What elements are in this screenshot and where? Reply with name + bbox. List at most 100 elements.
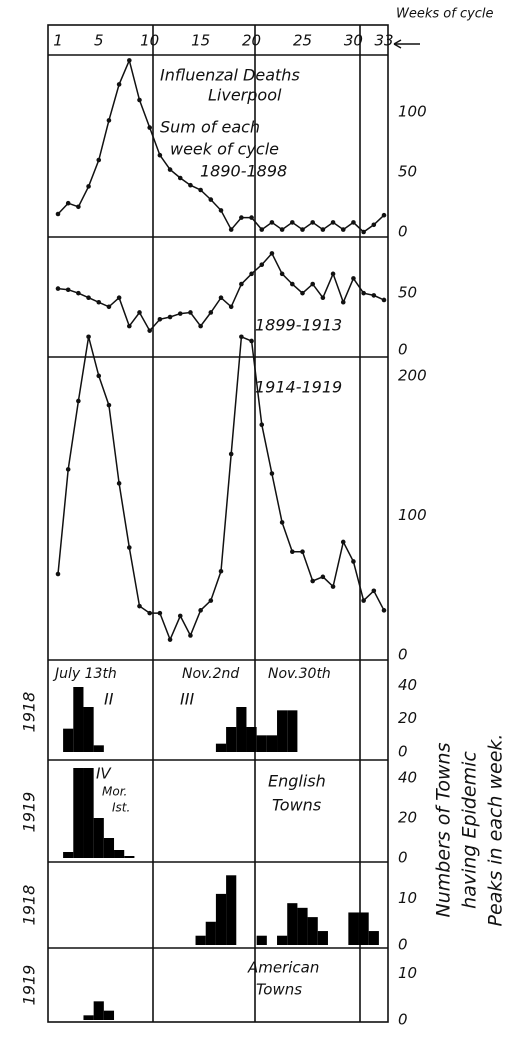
- y-tick-label: 40: [398, 676, 417, 694]
- point: [177, 311, 183, 316]
- annotation: Nov.30th: [268, 666, 331, 682]
- bar: [195, 935, 206, 945]
- y-tick-label: 40: [398, 769, 417, 787]
- point: [239, 334, 244, 340]
- bar: [368, 931, 379, 945]
- point: [259, 422, 265, 428]
- annotation: IV: [96, 765, 112, 783]
- x-tick-label: 10: [140, 32, 159, 50]
- point: [127, 545, 132, 550]
- point: [371, 293, 377, 298]
- y-tick-label: 10: [398, 964, 417, 982]
- point: [259, 227, 265, 232]
- y-tick-label: 100: [398, 506, 427, 524]
- bar: [215, 743, 227, 752]
- point: [76, 290, 81, 296]
- bar: [93, 818, 104, 858]
- point: [381, 297, 387, 303]
- point: [55, 286, 61, 291]
- point: [96, 299, 102, 305]
- outer-frame: [47, 24, 389, 1023]
- bar: [256, 935, 267, 945]
- point: [330, 584, 336, 589]
- point: [340, 539, 346, 545]
- point: [351, 276, 356, 281]
- x-tick-label: 15: [191, 32, 210, 50]
- bar: [73, 687, 84, 752]
- point: [106, 402, 112, 408]
- bar: [114, 850, 125, 858]
- point: [249, 338, 254, 344]
- bar: [226, 875, 237, 945]
- point: [330, 220, 336, 225]
- annotation: English: [268, 772, 326, 791]
- point: [300, 290, 305, 296]
- point: [290, 281, 295, 287]
- point: [310, 220, 315, 225]
- bar: [103, 838, 115, 858]
- bar: [307, 917, 318, 945]
- bar: [93, 745, 104, 752]
- bar: [83, 1015, 94, 1020]
- point: [351, 559, 356, 564]
- point: [269, 251, 275, 256]
- point: [249, 215, 254, 220]
- point: [249, 271, 254, 277]
- point: [55, 211, 61, 217]
- point: [116, 481, 122, 486]
- y-tick-label: 0: [398, 1011, 408, 1029]
- bar: [246, 727, 257, 752]
- point: [188, 633, 193, 638]
- point: [239, 281, 244, 287]
- annotation: II: [104, 690, 114, 709]
- point: [127, 58, 132, 63]
- point: [177, 613, 183, 619]
- point: [310, 578, 315, 584]
- point: [361, 598, 366, 603]
- point: [65, 200, 71, 206]
- x-tick-label: 25: [293, 32, 312, 50]
- side-label: having Epidemic: [459, 751, 481, 909]
- x-tick-label: 1: [53, 32, 63, 50]
- bar: [124, 856, 135, 858]
- point: [381, 608, 387, 613]
- y-tick-label: 0: [398, 936, 408, 954]
- point: [147, 328, 152, 333]
- point: [208, 197, 214, 202]
- point: [381, 212, 387, 218]
- bar: [83, 707, 94, 752]
- point: [96, 157, 102, 163]
- bar: [358, 912, 369, 945]
- point: [228, 227, 234, 232]
- point: [76, 398, 81, 404]
- point: [279, 271, 285, 277]
- point: [127, 323, 132, 329]
- annotation: 1890-1898: [200, 162, 287, 181]
- point: [188, 182, 193, 188]
- point: [96, 373, 102, 379]
- point: [320, 295, 326, 301]
- point: [177, 175, 183, 181]
- point: [218, 295, 224, 301]
- year-label: 1919: [20, 792, 39, 833]
- point: [290, 220, 295, 225]
- annotation: Sum of each: [160, 118, 260, 137]
- point: [340, 299, 346, 305]
- side-label: Peaks in each week.: [485, 734, 507, 927]
- bar: [63, 852, 74, 858]
- y-tick-label: 0: [398, 341, 408, 359]
- point: [65, 287, 71, 293]
- point: [137, 310, 142, 315]
- point: [300, 549, 305, 555]
- year-label: 1919: [20, 965, 39, 1006]
- y-tick-label: 100: [398, 103, 427, 121]
- point: [65, 467, 71, 472]
- point: [218, 208, 224, 213]
- point: [279, 227, 285, 232]
- point: [116, 82, 122, 87]
- point: [167, 314, 173, 320]
- bar: [266, 735, 278, 752]
- x-tick-label: 20: [242, 32, 261, 50]
- point: [269, 220, 275, 225]
